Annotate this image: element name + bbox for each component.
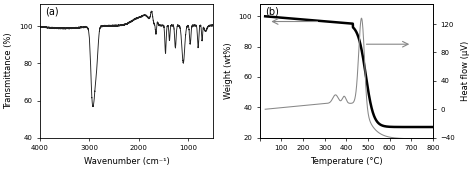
X-axis label: Wavenumber (cm⁻¹): Wavenumber (cm⁻¹) (83, 157, 169, 166)
Y-axis label: Transmittance (%): Transmittance (%) (4, 33, 13, 109)
Y-axis label: Heat flow (μV): Heat flow (μV) (461, 41, 470, 101)
X-axis label: Temperature (°C): Temperature (°C) (310, 157, 383, 166)
Y-axis label: Weight (wt%): Weight (wt%) (224, 43, 233, 99)
Text: (b): (b) (265, 7, 279, 17)
Text: (a): (a) (45, 7, 59, 17)
